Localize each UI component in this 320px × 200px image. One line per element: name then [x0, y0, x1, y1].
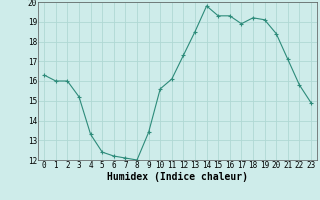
X-axis label: Humidex (Indice chaleur): Humidex (Indice chaleur) [107, 172, 248, 182]
